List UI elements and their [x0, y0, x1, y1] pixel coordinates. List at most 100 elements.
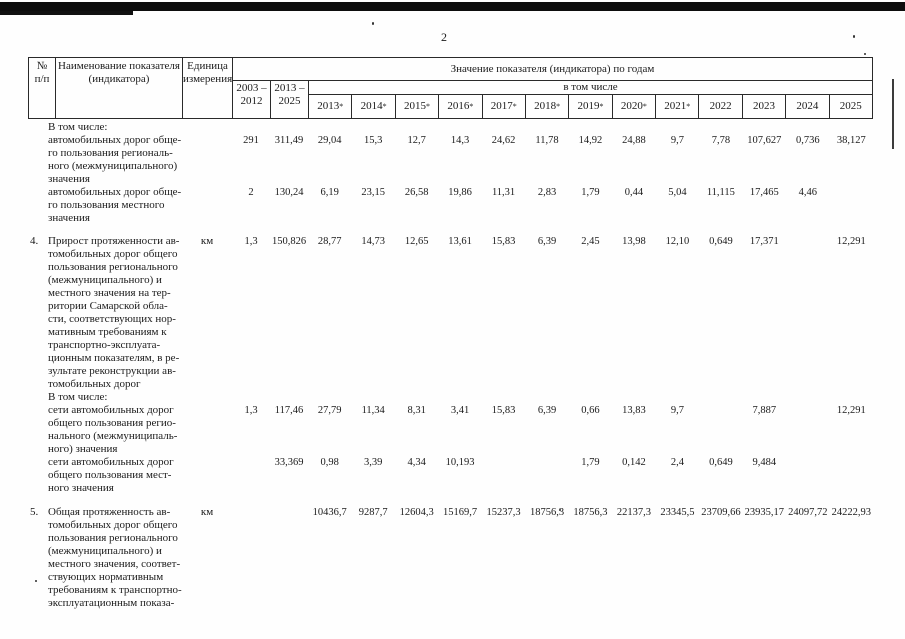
- header-year-2015: 2015 *: [395, 95, 440, 119]
- value-cell: 15237,3: [486, 507, 521, 518]
- value-cell: 12,65: [404, 236, 429, 247]
- indicator-table-body: В том числе: автомобильных дорог обще- г…: [28, 121, 873, 610]
- indicator-name: сети автомобильных дорог общего пользова…: [48, 404, 178, 455]
- value-cell: 3,39: [364, 457, 383, 468]
- value-cell: 28,77: [317, 236, 342, 247]
- value-cell: 23345,5: [660, 507, 695, 518]
- header-including: в том числе: [309, 81, 873, 95]
- header-year-2020: 2020 *: [612, 95, 657, 119]
- header-year-2024: 2024: [786, 95, 830, 119]
- value-cell: 15,83: [491, 236, 516, 247]
- scan-artifact-top-band: [0, 2, 905, 11]
- value-cell: 13,61: [448, 236, 472, 247]
- value-cell: 1,79: [581, 187, 600, 198]
- value-cell: 14,3: [450, 135, 470, 146]
- value-cell: 4,46: [798, 187, 817, 198]
- value-cell: 13,98: [622, 236, 646, 247]
- scan-artifact-dot: [372, 22, 374, 25]
- header-year-2023: 2023: [742, 95, 787, 119]
- value-cell: 2,83: [537, 187, 557, 198]
- unit-cell: км: [200, 235, 214, 247]
- row-number: 5.: [30, 506, 39, 518]
- value-cell: 9,484: [752, 457, 777, 468]
- group-label: В том числе:: [48, 391, 108, 403]
- value-cell: 3,41: [450, 405, 470, 416]
- header-col-2003-2012: 2003 – 2012: [233, 81, 271, 119]
- indicator-table-header: № п/п Наименование показателя (индикатор…: [28, 57, 873, 119]
- unit-cell: км: [200, 506, 214, 518]
- table-row: автомобильных дорог обще- го пользования…: [28, 134, 873, 186]
- table-row-label: В том числе:: [28, 121, 873, 134]
- value-cell: 17,371: [749, 236, 779, 247]
- value-cell: 0,142: [622, 457, 646, 468]
- value-cell: 18756,3: [573, 507, 608, 518]
- value-cell: 107,627: [747, 135, 782, 146]
- indicator-name: автомобильных дорог обще- го пользования…: [48, 134, 182, 185]
- value-cell: 0,649: [709, 457, 733, 468]
- scan-artifact-dot: [864, 53, 866, 55]
- value-cell: 12,10: [665, 236, 690, 247]
- table-row: сети автомобильных дорог общего пользова…: [28, 456, 873, 495]
- value-cell: 13,83: [622, 405, 646, 416]
- header-year-2018: 2018 *: [525, 95, 570, 119]
- value-cell: 0,736: [795, 135, 820, 146]
- page-number: 2: [441, 30, 447, 44]
- header-year-2017: 2017 *: [482, 95, 526, 119]
- value-cell: 1,3: [244, 236, 258, 247]
- value-cell: 22137,3: [616, 507, 652, 518]
- table-row: сети автомобильных дорог общего пользова…: [28, 404, 873, 456]
- value-cell: 0,66: [581, 405, 600, 416]
- value-cell: 291: [243, 135, 259, 146]
- value-cell: 117,46: [274, 405, 304, 416]
- header-col-2013-2025: 2013 – 2025: [271, 81, 309, 119]
- table-row: 5. Общая протяженность ав- томобильных д…: [28, 506, 873, 610]
- value-cell: 24,88: [622, 135, 646, 146]
- indicator-name: Прирост протяженности ав- томобильных до…: [48, 235, 180, 390]
- value-cell: 23,15: [361, 187, 385, 198]
- row-number: 4.: [30, 235, 39, 247]
- value-cell: 12,291: [836, 236, 866, 247]
- value-cell: 38,127: [836, 135, 866, 146]
- table-row-label: В том числе:: [28, 391, 873, 404]
- value-cell: 29,04: [317, 135, 342, 146]
- value-cell: 2,4: [670, 457, 684, 468]
- value-cell: 12,291: [836, 405, 866, 416]
- value-cell: 6,39: [537, 236, 557, 247]
- group-label: В том числе:: [48, 121, 108, 133]
- value-cell: 15169,7: [443, 507, 478, 518]
- value-cell: 18756,3: [529, 507, 565, 518]
- value-cell: 2,45: [581, 236, 600, 247]
- value-cell: 130,24: [274, 187, 304, 198]
- header-year-2025: 2025: [829, 95, 873, 119]
- value-cell: 17,465: [749, 187, 779, 198]
- value-cell: 26,58: [404, 187, 429, 198]
- value-cell: 0,44: [624, 187, 644, 198]
- indicator-name: Общая протяженность ав- томобильных доро…: [48, 506, 182, 609]
- value-cell: 4,34: [407, 457, 426, 468]
- table-row: 4. Прирост протяженности ав- томобильных…: [28, 235, 873, 391]
- value-cell: 0,98: [320, 457, 339, 468]
- header-year-2021: 2021 *: [656, 95, 700, 119]
- header-year-2016: 2016 *: [439, 95, 483, 119]
- header-year-2013: 2013 *: [309, 95, 353, 119]
- header-year-2014: 2014 *: [352, 95, 396, 119]
- value-cell: 1,3: [244, 405, 258, 416]
- value-cell: 7,887: [752, 405, 777, 416]
- table-row: автомобильных дорог обще- го пользования…: [28, 186, 873, 225]
- value-cell: 11,115: [706, 187, 735, 198]
- value-cell: 11,31: [491, 187, 516, 198]
- value-cell: 23935,17: [744, 507, 785, 518]
- header-values-title: Значение показателя (индикатора) по года…: [233, 58, 873, 81]
- value-cell: 14,92: [578, 135, 603, 146]
- value-cell: 24097,72: [788, 507, 828, 518]
- value-cell: 6,39: [537, 405, 557, 416]
- value-cell: 311,49: [274, 135, 304, 146]
- value-cell: 33,369: [274, 457, 304, 468]
- value-cell: 9,7: [670, 135, 684, 146]
- value-cell: 11,34: [361, 405, 385, 416]
- value-cell: 12,7: [407, 135, 426, 146]
- value-cell: 11,78: [535, 135, 559, 146]
- value-cell: 8,31: [407, 405, 426, 416]
- value-cell: 24,62: [491, 135, 516, 146]
